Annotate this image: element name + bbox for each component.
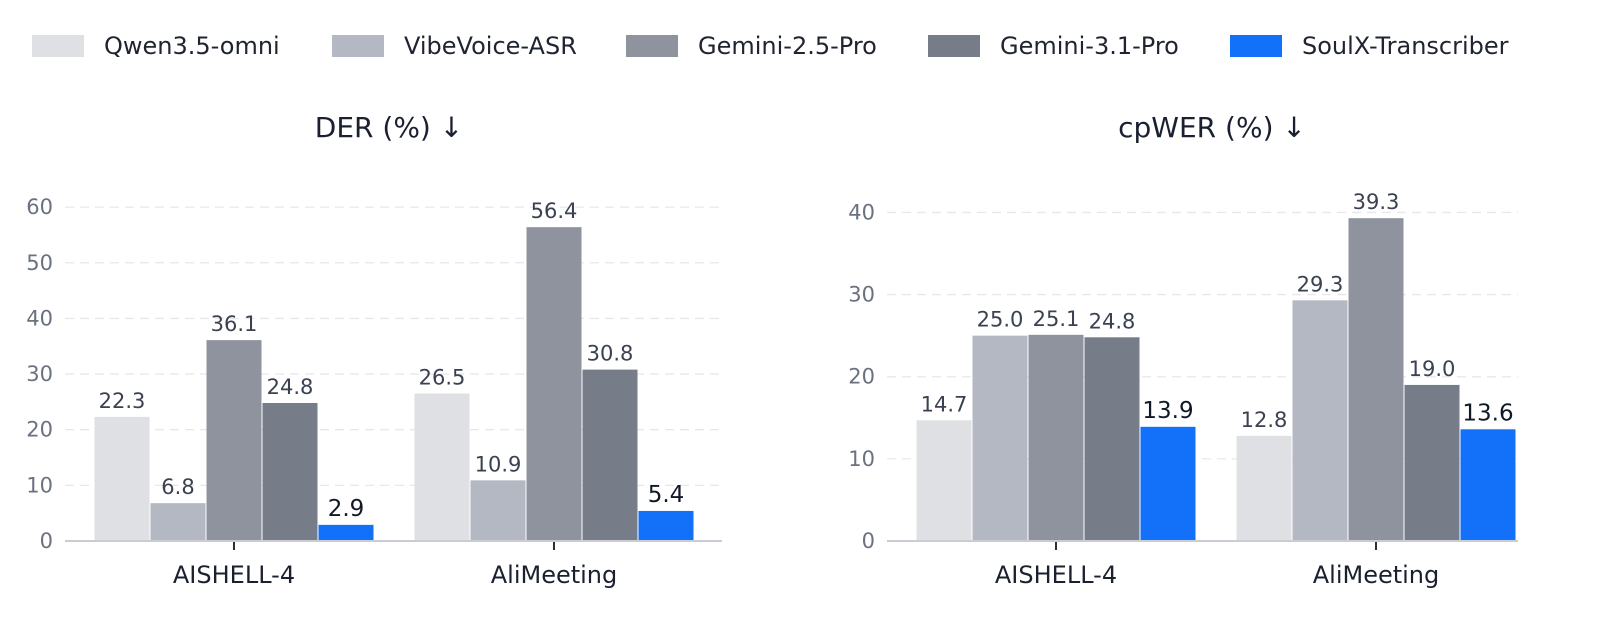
der-value-label: 56.4 (531, 199, 578, 223)
legend-item-vibevoice: VibeVoice-ASR (332, 32, 577, 60)
cpwer-y-tick-label: 20 (848, 365, 875, 389)
cpwer-bar (1140, 426, 1196, 541)
der-bar (582, 369, 638, 541)
der-y-tick-label: 10 (26, 473, 53, 497)
legend-item-gemini-31: Gemini-3.1-Pro (928, 32, 1179, 60)
der-value-label: 10.9 (475, 452, 522, 476)
der-bar (414, 393, 470, 541)
der-bar (318, 524, 374, 541)
cpwer-x-category-label: AISHELL-4 (995, 561, 1117, 589)
cpwer-bar (1084, 337, 1140, 541)
der-y-tick-label: 50 (26, 251, 53, 275)
der-bar (262, 403, 318, 541)
legend-label: Qwen3.5-omni (104, 32, 280, 60)
legend-item-soulx: SoulX-Transcriber (1230, 32, 1509, 60)
cpwer-y-tick-label: 30 (848, 283, 875, 307)
der-value-label: 24.8 (267, 375, 314, 399)
legend-label: Gemini-3.1-Pro (1000, 32, 1179, 60)
legend-label: Gemini-2.5-Pro (698, 32, 877, 60)
legend-label: VibeVoice-ASR (404, 32, 577, 60)
der-y-tick-label: 20 (26, 418, 53, 442)
cpwer-x-category-label: AliMeeting (1313, 561, 1440, 589)
legend-item-qwen: Qwen3.5-omni (32, 32, 280, 60)
der-y-tick-label: 30 (26, 362, 53, 386)
cpwer-y-tick-label: 0 (862, 529, 875, 553)
legend-swatch (32, 35, 84, 57)
cpwer-value-label: 13.6 (1462, 400, 1513, 426)
der-x-category-label: AliMeeting (491, 561, 618, 589)
cpwer-y-tick-label: 10 (848, 447, 875, 471)
der-bar (638, 510, 694, 541)
der-value-label: 30.8 (587, 342, 634, 366)
legend-swatch (332, 35, 384, 57)
cpwer-chart-title: cpWER (%) ↓ (1118, 111, 1306, 144)
der-bar (470, 480, 526, 541)
cpwer-bar (1028, 334, 1084, 541)
legend: Qwen3.5-omni VibeVoice-ASR Gemini-2.5-Pr… (0, 0, 1602, 90)
cpwer-value-label: 12.8 (1241, 408, 1288, 432)
der-bar (150, 503, 206, 541)
der-value-label: 2.9 (328, 496, 365, 522)
cpwer-y-tick-label: 40 (848, 200, 875, 224)
der-bar (526, 227, 582, 541)
legend-swatch (928, 35, 980, 57)
legend-swatch (626, 35, 678, 57)
cpwer-bar (1236, 435, 1292, 541)
cpwer-value-label: 29.3 (1297, 272, 1344, 296)
der-bar (206, 340, 262, 541)
legend-item-gemini-25: Gemini-2.5-Pro (626, 32, 877, 60)
der-value-label: 36.1 (211, 312, 258, 336)
der-value-label: 6.8 (161, 475, 194, 499)
der-y-tick-label: 40 (26, 306, 53, 330)
cpwer-bar (1404, 384, 1460, 541)
cpwer-value-label: 39.3 (1353, 190, 1400, 214)
legend-swatch (1230, 35, 1282, 57)
cpwer-value-label: 14.7 (921, 392, 968, 416)
cpwer-value-label: 25.1 (1033, 307, 1080, 331)
der-bar (94, 416, 150, 541)
der-y-tick-label: 0 (40, 529, 53, 553)
cpwer-bar (916, 420, 972, 541)
cpwer-bar (1460, 429, 1516, 541)
der-value-label: 22.3 (99, 389, 146, 413)
cpwer-value-label: 24.8 (1089, 309, 1136, 333)
legend-label: SoulX-Transcriber (1302, 32, 1509, 60)
cpwer-bar (972, 335, 1028, 541)
der-value-label: 5.4 (648, 482, 685, 508)
cpwer-value-label: 25.0 (977, 308, 1024, 332)
cpwer-bar (1292, 300, 1348, 541)
der-value-label: 26.5 (419, 366, 466, 390)
der-x-category-label: AISHELL-4 (173, 561, 295, 589)
cpwer-bar (1348, 218, 1404, 541)
der-chart-title: DER (%) ↓ (315, 111, 463, 144)
der-y-tick-label: 60 (26, 195, 53, 219)
cpwer-value-label: 13.9 (1142, 398, 1193, 424)
cpwer-value-label: 19.0 (1409, 357, 1456, 381)
